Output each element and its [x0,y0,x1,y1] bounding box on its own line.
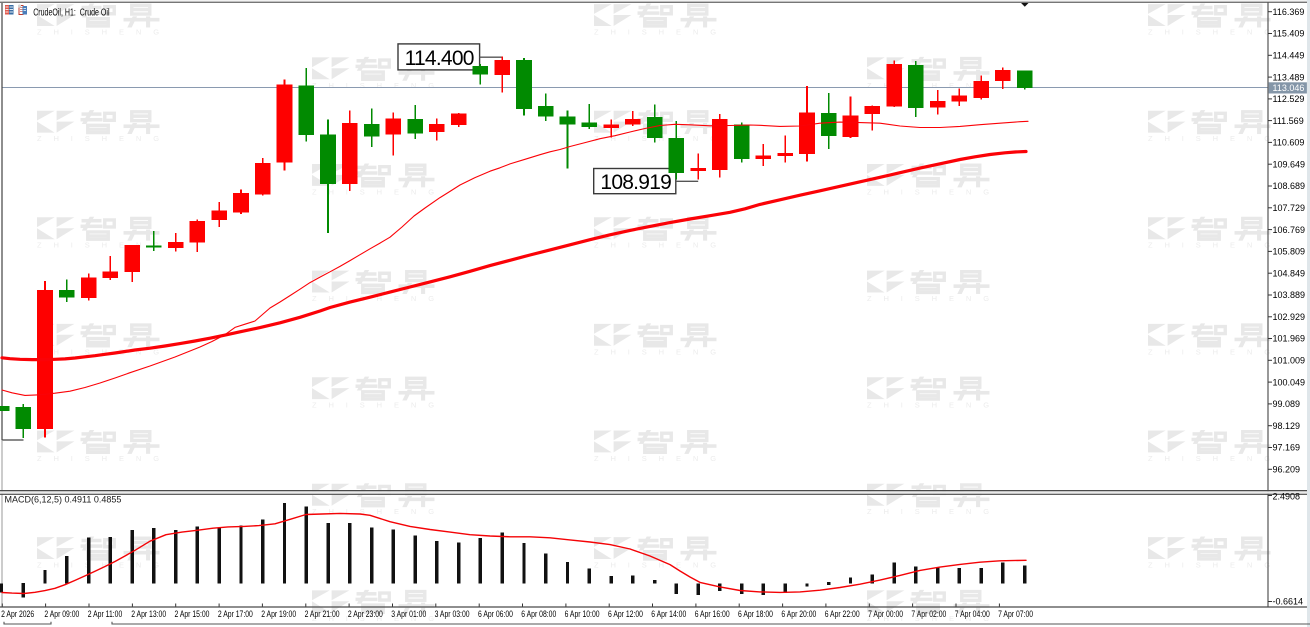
svg-text:113.046: 113.046 [1273,83,1305,93]
svg-text:103.889: 103.889 [1273,290,1306,300]
svg-text:6 Apr 16:00: 6 Apr 16:00 [695,609,730,619]
svg-text:MACD(6,12,5) 0.4911 0.4855: MACD(6,12,5) 0.4911 0.4855 [5,495,122,505]
svg-text:105.809: 105.809 [1273,247,1306,257]
svg-text:7 Apr 04:00: 7 Apr 04:00 [955,609,990,619]
svg-text:116.369: 116.369 [1273,7,1305,17]
svg-text:107.729: 107.729 [1273,203,1306,213]
svg-text:102.929: 102.929 [1273,312,1306,322]
svg-text:2 Apr 09:00: 2 Apr 09:00 [44,609,79,619]
svg-text:113.489: 113.489 [1273,72,1305,82]
svg-text:104.849: 104.849 [1273,268,1306,278]
svg-text:7 Apr 00:00: 7 Apr 00:00 [868,609,903,619]
svg-text:6 Apr 10:00: 6 Apr 10:00 [565,609,600,619]
svg-text:2 Apr 19:00: 2 Apr 19:00 [261,609,296,619]
svg-text:106.769: 106.769 [1273,225,1306,235]
svg-text:108.689: 108.689 [1273,181,1306,191]
svg-text:100.049: 100.049 [1273,377,1306,387]
svg-text:101.009: 101.009 [1273,356,1306,366]
svg-text:96.209: 96.209 [1273,465,1301,475]
svg-text:7 Apr 07:00: 7 Apr 07:00 [998,609,1033,619]
svg-text:109.649: 109.649 [1273,159,1306,169]
svg-text:6 Apr 08:00: 6 Apr 08:00 [521,609,556,619]
svg-text:2 Apr 2026: 2 Apr 2026 [1,609,35,619]
svg-text:98.129: 98.129 [1273,421,1301,431]
svg-text:2.4908: 2.4908 [1273,492,1301,502]
svg-text:110.609: 110.609 [1273,138,1305,148]
svg-text:6 Apr 12:00: 6 Apr 12:00 [608,609,643,619]
svg-text:2 Apr 23:00: 2 Apr 23:00 [348,609,383,619]
svg-text:114.400: 114.400 [405,47,474,70]
svg-text:115.409: 115.409 [1273,29,1305,39]
svg-text:112.529: 112.529 [1273,94,1305,104]
svg-text:99.089: 99.089 [1273,399,1301,409]
svg-text:7 Apr 02:00: 7 Apr 02:00 [911,609,946,619]
svg-text:97.169: 97.169 [1273,443,1301,453]
svg-text:2 Apr 15:00: 2 Apr 15:00 [175,609,210,619]
svg-text:6 Apr 22:00: 6 Apr 22:00 [825,609,860,619]
svg-text:-0.6614: -0.6614 [1273,596,1304,606]
svg-text:3 Apr 01:00: 3 Apr 01:00 [391,609,426,619]
svg-text:6 Apr 14:00: 6 Apr 14:00 [651,609,686,619]
svg-text:6 Apr 06:00: 6 Apr 06:00 [478,609,513,619]
svg-text:3 Apr 03:00: 3 Apr 03:00 [435,609,470,619]
svg-text:CrudeOil, H1: Crude Oil: CrudeOil, H1: Crude Oil [33,6,109,18]
svg-text:111.569: 111.569 [1273,116,1304,126]
svg-text:114.449: 114.449 [1273,51,1305,61]
svg-text:2 Apr 13:00: 2 Apr 13:00 [131,609,166,619]
svg-text:101.969: 101.969 [1273,334,1306,344]
svg-text:108.919: 108.919 [600,171,671,194]
svg-text:2 Apr 21:00: 2 Apr 21:00 [305,609,340,619]
svg-text:6 Apr 18:00: 6 Apr 18:00 [738,609,773,619]
svg-text:2 Apr 11:00: 2 Apr 11:00 [88,609,123,619]
svg-text:6 Apr 20:00: 6 Apr 20:00 [781,609,816,619]
svg-text:2 Apr 17:00: 2 Apr 17:00 [218,609,253,619]
